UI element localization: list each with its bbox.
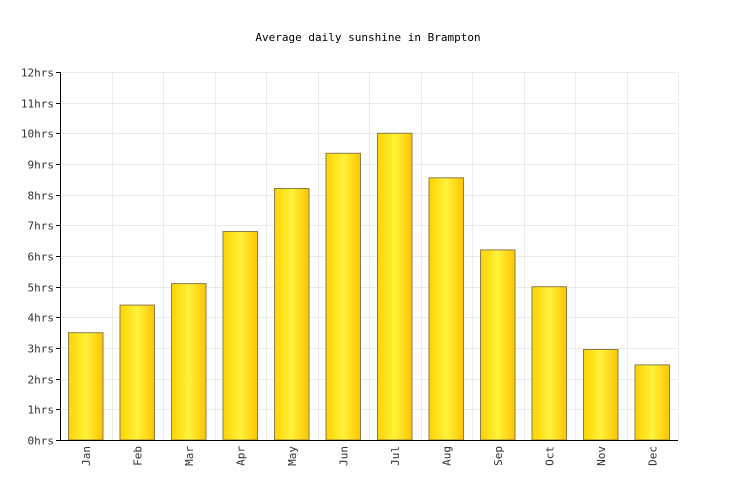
y-tick-label: 1hrs [28, 404, 55, 417]
bars [68, 132, 670, 441]
x-tick-label: Dec [646, 446, 659, 466]
bar-mar [171, 283, 207, 441]
bar-jul [377, 132, 413, 441]
axes [56, 72, 678, 441]
y-tick-label: 3hrs [28, 343, 55, 356]
chart-title: Average daily sunshine in Brampton [255, 31, 480, 44]
y-tick-label: 4hrs [28, 312, 55, 325]
y-tick-label: 10hrs [21, 128, 54, 141]
x-tick-label: Apr [234, 446, 247, 466]
x-tick-label: Mar [183, 446, 196, 466]
x-tick-labels: Jan Feb Mar Apr May Jun Jul Aug Sep Oct Nov Dec [80, 446, 660, 466]
y-tick-label: 6hrs [28, 251, 55, 264]
y-tick-label: 0hrs [28, 435, 55, 448]
x-tick-label: Jan [80, 446, 93, 466]
x-tick-label: Nov [595, 446, 608, 466]
x-tick-label: Aug [440, 446, 453, 466]
y-tick-labels: 0hrs 1hrs 2hrs 3hrs 4hrs 5hrs 6hrs 7hrs 8hrs 9hrs… [21, 67, 54, 448]
y-tick-label: 7hrs [28, 220, 55, 233]
y-tick-label: 8hrs [28, 190, 55, 203]
x-tick-label: Feb [131, 446, 144, 466]
bar-jun [325, 152, 361, 441]
x-tick-label: May [286, 446, 299, 466]
y-tick-label: 2hrs [28, 374, 55, 387]
x-tick-label: Jun [337, 446, 350, 466]
grid-lines [60, 72, 679, 440]
bar-feb [119, 304, 155, 441]
y-tick-label: 12hrs [21, 67, 54, 80]
y-tick-label: 9hrs [28, 159, 55, 172]
x-tick-label: Sep [492, 446, 505, 466]
bar-nov [583, 349, 619, 441]
bar-dec [634, 364, 670, 441]
bar-oct [531, 286, 567, 441]
y-tick-label: 11hrs [21, 98, 54, 111]
bar-aug [428, 177, 464, 441]
bar-jan [68, 332, 104, 441]
bar-sep [480, 249, 516, 441]
x-tick-label: Oct [543, 446, 556, 466]
y-tick-label: 5hrs [28, 282, 55, 295]
bar-apr [222, 231, 258, 441]
bar-may [274, 188, 310, 441]
x-tick-label: Jul [389, 446, 402, 466]
